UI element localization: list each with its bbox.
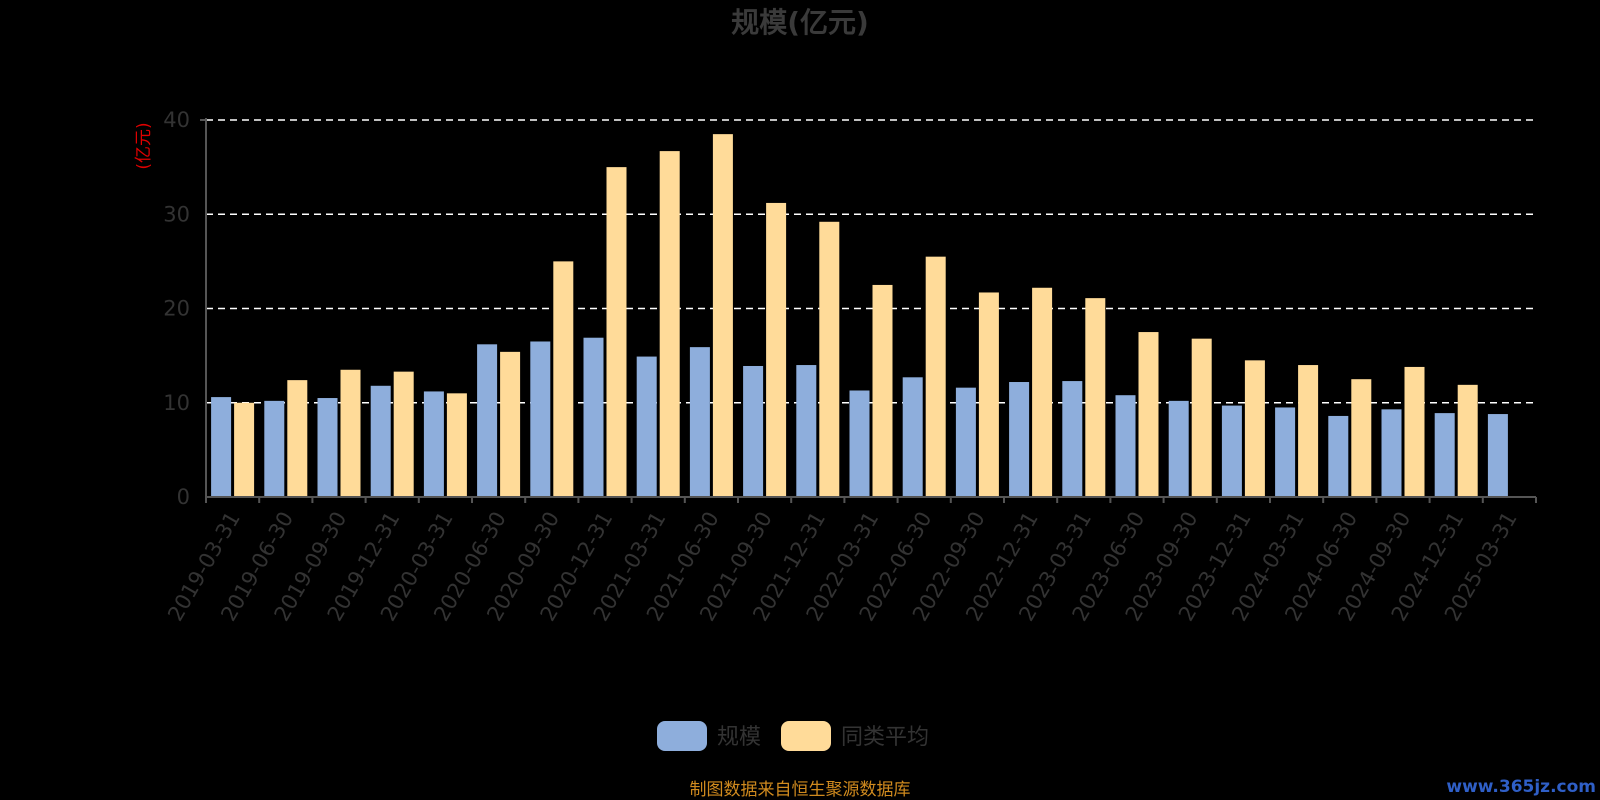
bar-peer-avg: [978, 292, 999, 497]
bar-peer-avg: [500, 351, 521, 497]
bar-scale: [370, 385, 391, 497]
bar-scale: [1221, 405, 1242, 497]
bar-peer-avg: [393, 371, 414, 497]
bar-scale: [1168, 400, 1189, 497]
y-tick-labels: 0 10 20 30 40: [163, 108, 190, 509]
bar-peer-avg: [1085, 298, 1106, 497]
bars: [211, 134, 1508, 498]
legend-swatch: [781, 721, 831, 751]
legend-swatch: [657, 721, 707, 751]
bar-peer-avg: [1298, 365, 1319, 497]
bar-peer-avg: [287, 380, 308, 497]
x-tick-labels: 2019-03-312019-06-302019-09-302019-12-31…: [163, 508, 1522, 626]
bar-scale: [689, 347, 710, 497]
legend-label: 同类平均: [841, 725, 929, 750]
y-tick-label: 30: [163, 202, 190, 226]
bar-scale: [849, 390, 870, 497]
bar-scale: [264, 400, 285, 497]
bar-scale: [423, 391, 444, 497]
bar-scale: [743, 365, 764, 497]
bar-scale: [902, 377, 923, 497]
grid-lines: [206, 119, 1536, 404]
legend-label: 规模: [717, 725, 761, 750]
chart-title: 规模(亿元): [731, 6, 869, 39]
bar-peer-avg: [1191, 338, 1212, 497]
bar-scale: [1062, 381, 1083, 497]
bar-peer-avg: [659, 151, 680, 498]
bar-scale: [1328, 415, 1349, 497]
bar-peer-avg: [446, 393, 467, 497]
y-tick-label: 40: [163, 108, 190, 132]
y-tick-label: 10: [163, 391, 190, 415]
bar-scale: [583, 337, 604, 497]
legend-item-peer-avg[interactable]: 同类平均: [781, 721, 929, 751]
bar-peer-avg: [340, 369, 361, 497]
bar-peer-avg: [1032, 287, 1053, 497]
y-axis-label: (亿元): [134, 122, 154, 169]
bar-scale: [955, 387, 976, 497]
bar-peer-avg: [819, 221, 840, 498]
bar-scale: [530, 341, 551, 497]
bar-peer-avg: [872, 284, 893, 497]
axes: [200, 118, 1537, 503]
watermark: www.365jz.com: [1446, 777, 1596, 797]
legend-item-scale[interactable]: 规模: [657, 721, 761, 751]
bar-scale: [317, 398, 338, 497]
bar-scale: [1487, 414, 1508, 497]
bar-peer-avg: [1138, 332, 1159, 497]
bar-scale: [796, 365, 817, 497]
bar-scale: [1275, 407, 1296, 497]
bar-scale: [1115, 395, 1136, 497]
bar-scale: [636, 356, 657, 497]
source-note: 制图数据来自恒生聚源数据库: [690, 780, 911, 800]
bar-peer-avg: [1404, 366, 1425, 497]
y-tick-label: 20: [163, 297, 190, 321]
legend[interactable]: 规模 同类平均: [657, 721, 929, 751]
bar-scale: [1381, 409, 1402, 497]
bar-peer-avg: [766, 202, 787, 497]
y-tick-label: 0: [177, 485, 190, 509]
bar-peer-avg: [1244, 360, 1265, 497]
bar-scale: [1009, 382, 1030, 497]
bar-scale: [211, 397, 232, 497]
bar-scale: [1434, 413, 1455, 497]
bar-peer-avg: [1457, 384, 1478, 497]
bar-peer-avg: [234, 402, 255, 497]
bar-peer-avg: [553, 261, 574, 497]
bar-peer-avg: [606, 167, 627, 497]
bar-scale: [477, 344, 498, 497]
bar-peer-avg: [1351, 379, 1372, 497]
bar-peer-avg: [925, 256, 946, 497]
bar-peer-avg: [712, 134, 733, 497]
